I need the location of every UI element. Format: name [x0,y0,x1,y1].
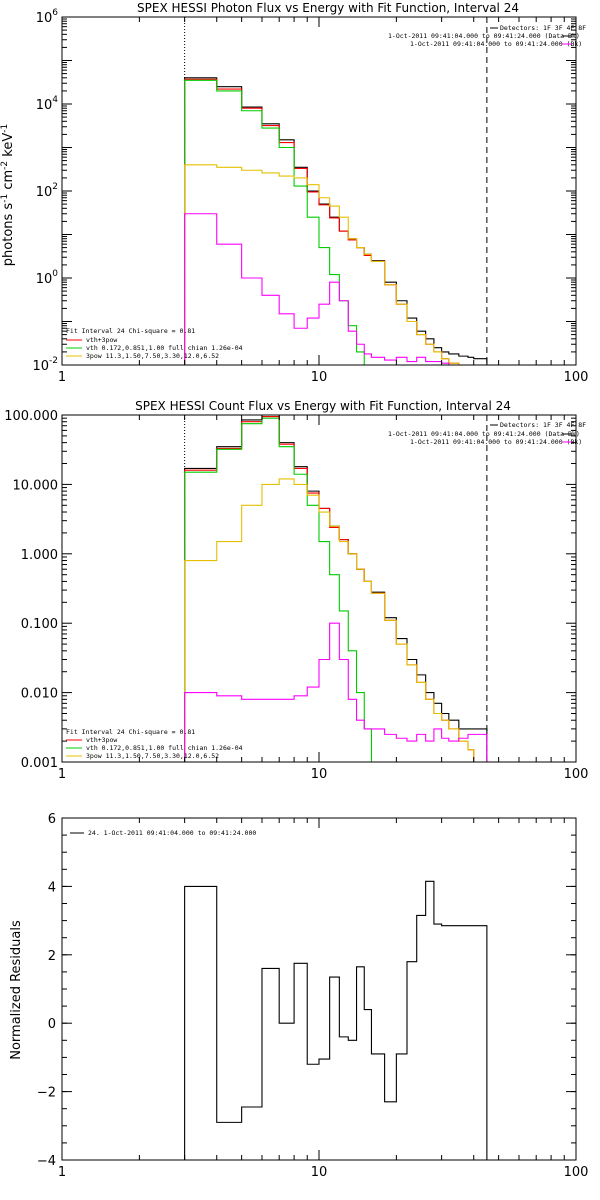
legend-entry: 1-Oct-2011 09:41:04.000 to 09:41:24.000 … [388,32,580,40]
series-24-1-oct-2011-09-41-04-000-to-09-41-24-000-line [184,880,488,1160]
series-3pow-line [184,164,487,366]
y-tick-label: 0.010 [21,687,58,702]
x-tick-label: 1 [58,370,66,385]
legend-entry: 1-Oct-2011 09:41:04.000 to 09:41:24.000 … [410,438,582,446]
y-tick-label: 100.000 [4,409,58,424]
y-tick-label: 102 [36,182,58,200]
y-tick-label: 4 [48,880,56,895]
residuals-panel: Normalized Residuals 1 10 100 −4 −2 0 2 4 6 24. … [9,812,588,1180]
photon-flux-legend-bottom-left: Fit Interval 24 Chi-square = 0.81 vth+3p… [66,327,243,360]
photon-flux-legend-top-right: Detectors: 1F 3F 4F 8F 1-Oct-2011 09:41:… [388,24,586,48]
series-bk-line [184,213,487,366]
x-tick-label: 10 [311,1165,328,1180]
legend-entry: vth 0.172,0.851,1.00 full chian 1.26e-04 [86,344,243,352]
count-flux-legend-top-right: Detectors: 1F 3F 4F 8F 1-Oct-2011 09:41:… [388,421,586,446]
series-vth-line [184,79,487,366]
legend-header: Fit Interval 24 Chi-square = 0.81 [66,327,195,335]
legend-entry: 3pow 11.3,1.50,7.50,3.30,12.0,6.52 [86,352,219,360]
legend-header: Detectors: 1F 3F 4F 8F [500,24,586,32]
y-tick-label: −4 [37,1154,56,1169]
y-tick-label: 6 [48,812,56,827]
x-tick-label: 10 [311,370,328,385]
photon-flux-plot-frame [61,16,577,366]
y-tick-label: 1.000 [21,548,58,563]
legend-entry: 1-Oct-2011 09:41:04.000 to 09:41:24.000 … [410,40,582,48]
legend-entry: 24. 1-Oct-2011 09:41:04.000 to 09:41:24.… [88,829,256,837]
x-tick-label: 100 [564,370,589,385]
legend-entry: vth 0.172,0.851,1.00 full chian 1.26e-04 [86,744,243,752]
count-flux-legend-bottom-left: Fit Interval 24 Chi-square = 0.81 vth+3p… [66,728,243,760]
count-flux-title: SPEX HESSI Count Flux vs Energy with Fit… [135,399,511,413]
x-tick-label: 100 [564,767,589,782]
y-tick-label: 0.001 [21,756,58,771]
residuals-plot-frame [61,817,577,1161]
x-tick-label: 1 [58,767,66,782]
y-tick-label: 100 [36,269,59,287]
y-tick-label: −2 [37,1086,56,1101]
series-data-bk-line [184,77,488,365]
photon-flux-y-axis-label: photons s-1 cm-2 keV-1 [0,124,16,266]
series-bk-line [184,622,488,762]
series-3pow-line [184,478,487,763]
legend-header: Fit Interval 24 Chi-square = 0.81 [66,728,195,736]
y-tick-label: 2 [48,949,56,964]
x-tick-label: 100 [564,1165,589,1180]
count-flux-panel: SPEX HESSI Count Flux vs Energy with Fit… [4,399,588,782]
count-flux-plot-frame [61,414,577,763]
legend-entry: 1-Oct-2011 09:41:04.000 to 09:41:24.000 … [388,430,580,438]
series-vth-3pow-line [184,78,487,366]
photon-flux-panel: SPEX HESSI Photon Flux vs Energy with Fi… [0,1,588,385]
residuals-y-axis-label: Normalized Residuals [9,920,24,1060]
legend-entry: vth+3pow [86,736,117,744]
legend-entry: 3pow 11.3,1.50,7.50,3.30,12.0,6.52 [86,752,219,760]
series-data-bk-line [184,414,488,762]
y-tick-label: 10-2 [32,356,58,374]
y-tick-label: 0 [48,1017,56,1032]
legend-header: Detectors: 1F 3F 4F 8F [500,421,586,429]
x-tick-label: 1 [58,1165,66,1180]
photon-flux-title: SPEX HESSI Photon Flux vs Energy with Fi… [137,1,519,15]
y-tick-label: 10.000 [13,478,59,493]
y-tick-label: 104 [36,95,59,113]
legend-entry: vth+3pow [86,336,117,344]
y-tick-label: 0.100 [21,617,58,632]
residuals-legend: 24. 1-Oct-2011 09:41:04.000 to 09:41:24.… [70,829,256,837]
x-tick-label: 10 [311,767,328,782]
y-tick-label: 106 [36,8,59,26]
